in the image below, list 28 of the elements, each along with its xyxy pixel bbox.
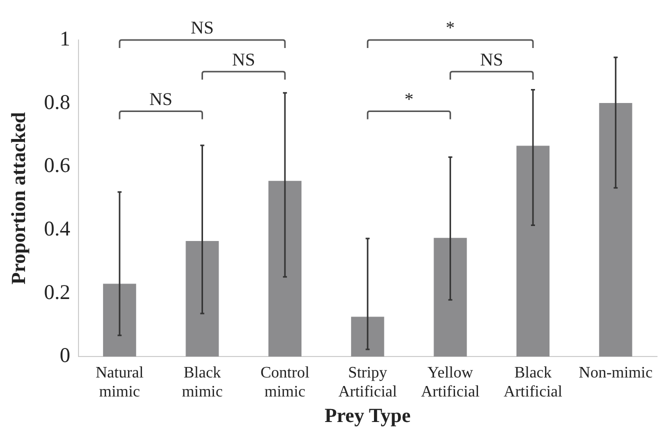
bar [186,241,219,357]
x-tick-label: Non-mimic [578,364,653,382]
annotation: NS [232,49,256,70]
x-tick-label: Natural mimic [96,364,144,401]
x-tick-label: Control mimic [260,364,310,401]
bar [351,316,384,357]
bar [599,103,632,357]
y-tick-label: 0.2 [44,280,70,304]
annotation: NS [480,49,504,70]
y-axis-title: Proportion attacked [8,112,30,285]
y-tick-label: 0 [60,343,70,368]
bar [268,180,302,357]
annotation: * [404,88,414,109]
y-tick-label: 0.6 [44,153,70,178]
x-tick-label: Black Artificial [504,364,563,401]
y-tick-label: 0.4 [44,216,71,240]
x-tick-label: Black mimic [182,364,223,401]
x-axis-title: Prey Type [324,405,411,428]
text: NS [190,18,214,38]
annotation: NS [149,88,172,109]
x-tick-label: Yellow Artificial [420,364,480,401]
bar [434,238,467,357]
text: * [446,18,455,38]
bar [103,284,136,357]
y-tick-label: 0.8 [44,90,70,114]
x-tick-label: Stripy Artificial [338,364,398,401]
y-tick-label: 1 [60,26,70,51]
bar [516,146,550,357]
